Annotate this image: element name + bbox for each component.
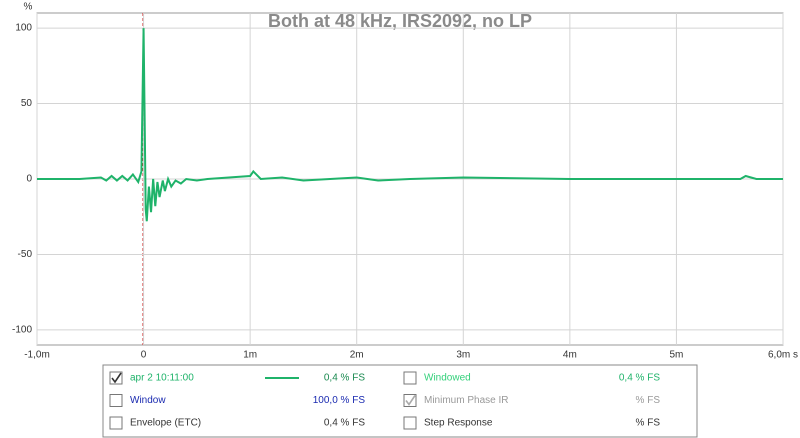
legend-value: 0,4 % FS	[324, 373, 365, 384]
legend-value: % FS	[636, 395, 661, 406]
legend-label-hidden: apr 2 10:11:00	[130, 373, 194, 384]
legend-panel	[102, 364, 698, 438]
legend-label: Envelope (ETC)	[130, 418, 201, 429]
legend-label: Windowed	[424, 373, 471, 384]
x-tick-label: -1,0m	[24, 350, 50, 361]
checkbox[interactable]	[109, 394, 123, 407]
x-tick-label: 3m	[456, 350, 470, 361]
y-unit: %	[24, 2, 33, 13]
y-tick-label: 0	[26, 174, 32, 185]
y-tick-label: 100	[15, 23, 32, 34]
checkmark	[405, 395, 416, 406]
x-tick-label: 2m	[350, 350, 364, 361]
checkbox[interactable]	[109, 416, 123, 430]
x-tick-label: 6,0m s	[768, 350, 798, 361]
checkbox[interactable]	[403, 371, 417, 385]
y-tick-label: 50	[21, 98, 33, 109]
legend-value: 0,4 % FS	[619, 373, 660, 384]
checkbox[interactable]	[403, 416, 417, 430]
data-line	[37, 28, 783, 222]
legend-value: 0,4 % FS	[324, 418, 365, 429]
x-tick-label: 0	[141, 350, 147, 361]
x-tick-label: 4m	[563, 350, 577, 361]
legend-value: 100,0 % FS	[313, 395, 366, 406]
legend-value: % FS	[636, 418, 661, 429]
legend-label: Minimum Phase IR	[424, 395, 508, 406]
y-tick-label: -100	[12, 325, 32, 336]
y-tick-label: -50	[18, 249, 33, 260]
chart-title: Both at 48 kHz, IRS2092, no LP	[268, 11, 532, 31]
legend-label: Step Response	[424, 418, 493, 429]
legend-label: apr 2 10:11:00	[130, 373, 194, 384]
x-tick-label: 1m	[243, 350, 257, 361]
checkmark	[111, 372, 122, 384]
x-tick-label: 5m	[669, 350, 683, 361]
legend-label: Window	[130, 395, 166, 406]
